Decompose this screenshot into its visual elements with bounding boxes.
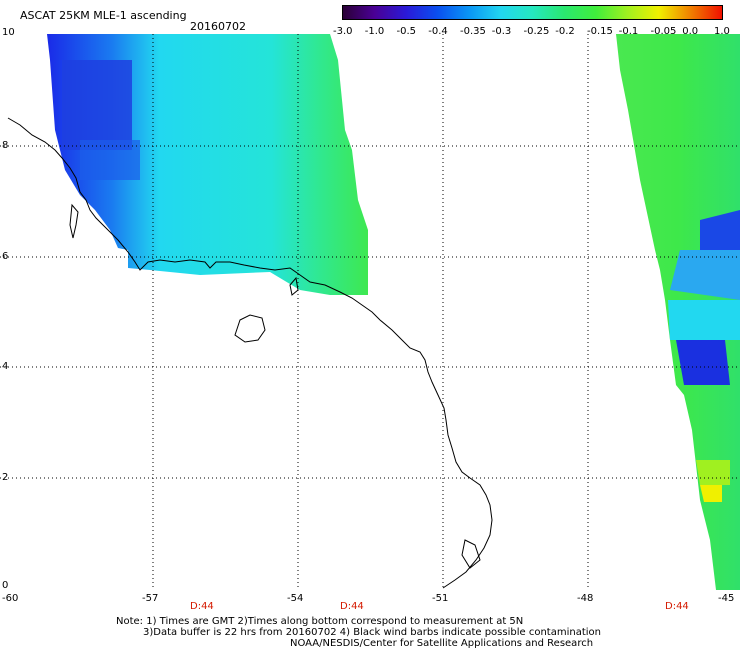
time-label-1: D:44	[190, 601, 214, 612]
x-tick-51: -51	[432, 593, 449, 604]
color-scale-label: -3.0	[333, 26, 353, 37]
x-tick-48: -48	[577, 593, 594, 604]
y-tick-6: 6	[2, 251, 9, 262]
color-scale-label: -0.15	[587, 26, 613, 37]
x-tick-60: -60	[2, 593, 19, 604]
color-scale-label: -0.35	[460, 26, 486, 37]
footer-note-2: 3)Data buffer is 22 hrs from 20160702 4)…	[143, 627, 601, 638]
swath-west	[47, 34, 368, 295]
color-scale-label: -0.25	[523, 26, 550, 37]
map-title: ASCAT 25KM MLE-1 ascending	[20, 9, 187, 22]
color-scale-bar	[342, 5, 723, 20]
time-label-3: D:44	[665, 601, 689, 612]
x-tick-54: -54	[287, 593, 304, 604]
swath-east	[616, 34, 740, 590]
x-tick-57: -57	[142, 593, 159, 604]
color-scale-label: -0.3	[491, 26, 512, 37]
color-scale-label: 0.0	[682, 26, 699, 37]
x-tick-45: -45	[718, 593, 735, 604]
color-scale-label: 1.0	[714, 26, 730, 37]
color-scale-label: -0.05	[650, 26, 677, 37]
y-tick-10: 10	[2, 27, 15, 38]
grid-lines	[0, 34, 740, 588]
map-date: 20160702	[190, 20, 246, 33]
color-scale-label: -0.5	[396, 26, 417, 37]
y-tick-2: 2	[2, 472, 9, 483]
y-tick-0: 0	[2, 580, 9, 591]
coastline	[7, 117, 493, 589]
footer-note-1: Note: 1) Times are GMT 2)Times along bot…	[116, 616, 524, 627]
color-scale-label: -0.2	[555, 26, 575, 37]
y-tick-4: 4	[2, 361, 9, 372]
footer-credit: NOAA/NESDIS/Center for Satellite Applica…	[290, 638, 594, 649]
color-scale-label: -1.0	[364, 26, 385, 37]
y-tick-8: 8	[2, 140, 9, 151]
color-scale-label: -0.1	[618, 26, 639, 37]
time-label-2: D:44	[340, 601, 364, 612]
color-scale-label: -0.4	[428, 26, 448, 37]
